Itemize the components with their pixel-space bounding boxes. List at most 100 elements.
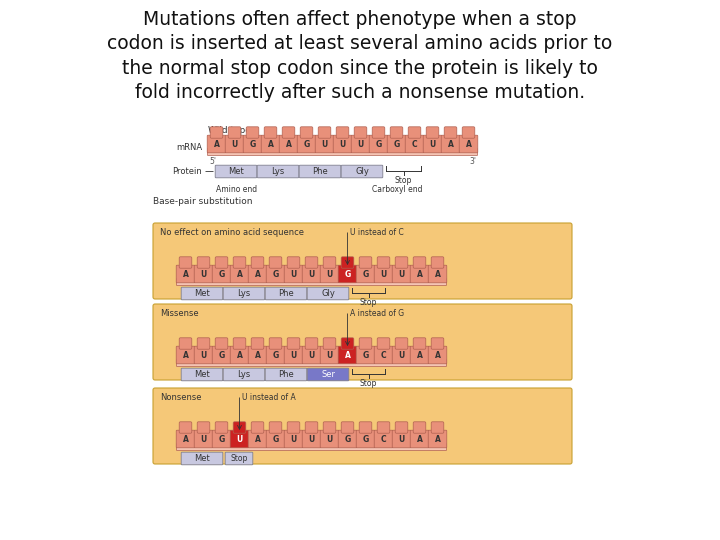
FancyBboxPatch shape <box>176 443 446 450</box>
FancyBboxPatch shape <box>269 257 282 268</box>
Text: A: A <box>268 140 274 149</box>
Text: G: G <box>344 271 351 279</box>
Text: U: U <box>236 435 243 444</box>
FancyBboxPatch shape <box>176 265 195 283</box>
FancyBboxPatch shape <box>359 422 372 433</box>
Text: Wild type: Wild type <box>208 126 251 135</box>
FancyBboxPatch shape <box>225 452 253 465</box>
Text: A: A <box>435 271 441 279</box>
FancyBboxPatch shape <box>320 346 339 364</box>
FancyBboxPatch shape <box>266 346 285 364</box>
FancyBboxPatch shape <box>212 346 231 364</box>
Text: G: G <box>272 271 279 279</box>
FancyBboxPatch shape <box>428 346 447 364</box>
Text: C: C <box>412 140 418 149</box>
Text: Stop: Stop <box>230 454 248 463</box>
FancyBboxPatch shape <box>431 338 444 349</box>
FancyBboxPatch shape <box>315 135 334 153</box>
Text: Amino end: Amino end <box>216 185 257 194</box>
Text: A: A <box>448 140 454 149</box>
Text: A: A <box>417 271 423 279</box>
FancyBboxPatch shape <box>307 368 348 381</box>
Text: U: U <box>231 140 238 149</box>
FancyBboxPatch shape <box>179 338 192 349</box>
Text: Mutations often affect phenotype when a stop
codon is inserted at least several : Mutations often affect phenotype when a … <box>107 10 613 102</box>
FancyBboxPatch shape <box>356 346 375 364</box>
FancyBboxPatch shape <box>387 135 406 153</box>
Text: U: U <box>429 140 436 149</box>
FancyBboxPatch shape <box>405 135 424 153</box>
FancyBboxPatch shape <box>395 338 408 349</box>
Text: A: A <box>417 435 423 444</box>
Text: G: G <box>249 140 256 149</box>
FancyBboxPatch shape <box>423 135 442 153</box>
FancyBboxPatch shape <box>338 346 357 364</box>
FancyBboxPatch shape <box>410 265 429 283</box>
Text: A: A <box>183 352 189 360</box>
Text: A: A <box>237 271 243 279</box>
FancyBboxPatch shape <box>176 360 446 367</box>
FancyBboxPatch shape <box>302 430 321 448</box>
FancyBboxPatch shape <box>181 287 222 300</box>
FancyBboxPatch shape <box>181 368 222 381</box>
FancyBboxPatch shape <box>323 257 336 268</box>
FancyBboxPatch shape <box>410 346 429 364</box>
FancyBboxPatch shape <box>302 346 321 364</box>
Text: U: U <box>380 271 387 279</box>
FancyBboxPatch shape <box>377 422 390 433</box>
FancyBboxPatch shape <box>444 127 456 138</box>
Text: A: A <box>237 352 243 360</box>
Text: Met: Met <box>228 167 244 176</box>
Text: U: U <box>398 271 405 279</box>
Text: A: A <box>435 435 441 444</box>
Text: Stop: Stop <box>360 298 377 307</box>
Text: A: A <box>214 140 220 149</box>
FancyBboxPatch shape <box>215 422 228 433</box>
FancyBboxPatch shape <box>179 257 192 268</box>
FancyBboxPatch shape <box>359 338 372 349</box>
FancyBboxPatch shape <box>351 135 370 153</box>
Text: Lys: Lys <box>238 289 251 298</box>
FancyBboxPatch shape <box>305 338 318 349</box>
FancyBboxPatch shape <box>265 287 307 300</box>
FancyBboxPatch shape <box>269 338 282 349</box>
FancyBboxPatch shape <box>284 430 303 448</box>
Text: Gly: Gly <box>355 167 369 176</box>
FancyBboxPatch shape <box>197 422 210 433</box>
Text: Stop: Stop <box>360 379 377 388</box>
FancyBboxPatch shape <box>246 127 258 138</box>
FancyBboxPatch shape <box>181 452 222 465</box>
Text: G: G <box>218 271 225 279</box>
Text: U instead of A: U instead of A <box>241 393 295 402</box>
FancyBboxPatch shape <box>356 430 375 448</box>
FancyBboxPatch shape <box>374 265 393 283</box>
FancyBboxPatch shape <box>318 127 330 138</box>
FancyBboxPatch shape <box>462 127 474 138</box>
FancyBboxPatch shape <box>320 265 339 283</box>
FancyBboxPatch shape <box>176 430 195 448</box>
Text: mRNA: mRNA <box>176 144 202 152</box>
FancyBboxPatch shape <box>392 430 411 448</box>
FancyBboxPatch shape <box>233 257 246 268</box>
Text: U: U <box>290 352 297 360</box>
FancyBboxPatch shape <box>223 287 265 300</box>
FancyBboxPatch shape <box>176 346 195 364</box>
Text: A: A <box>435 352 441 360</box>
Text: Base-pair substitution: Base-pair substitution <box>153 197 253 206</box>
FancyBboxPatch shape <box>426 127 438 138</box>
FancyBboxPatch shape <box>297 135 316 153</box>
FancyBboxPatch shape <box>194 265 213 283</box>
Text: A: A <box>255 352 261 360</box>
FancyBboxPatch shape <box>233 338 246 349</box>
FancyBboxPatch shape <box>431 257 444 268</box>
Text: Carboxyl end: Carboxyl end <box>372 185 423 194</box>
FancyBboxPatch shape <box>212 430 231 448</box>
Text: Phe: Phe <box>278 370 294 379</box>
FancyBboxPatch shape <box>305 257 318 268</box>
FancyBboxPatch shape <box>251 338 264 349</box>
FancyBboxPatch shape <box>413 257 426 268</box>
FancyBboxPatch shape <box>390 127 402 138</box>
Text: C: C <box>381 435 387 444</box>
Text: A instead of G: A instead of G <box>349 309 404 318</box>
Text: 5': 5' <box>209 157 216 166</box>
